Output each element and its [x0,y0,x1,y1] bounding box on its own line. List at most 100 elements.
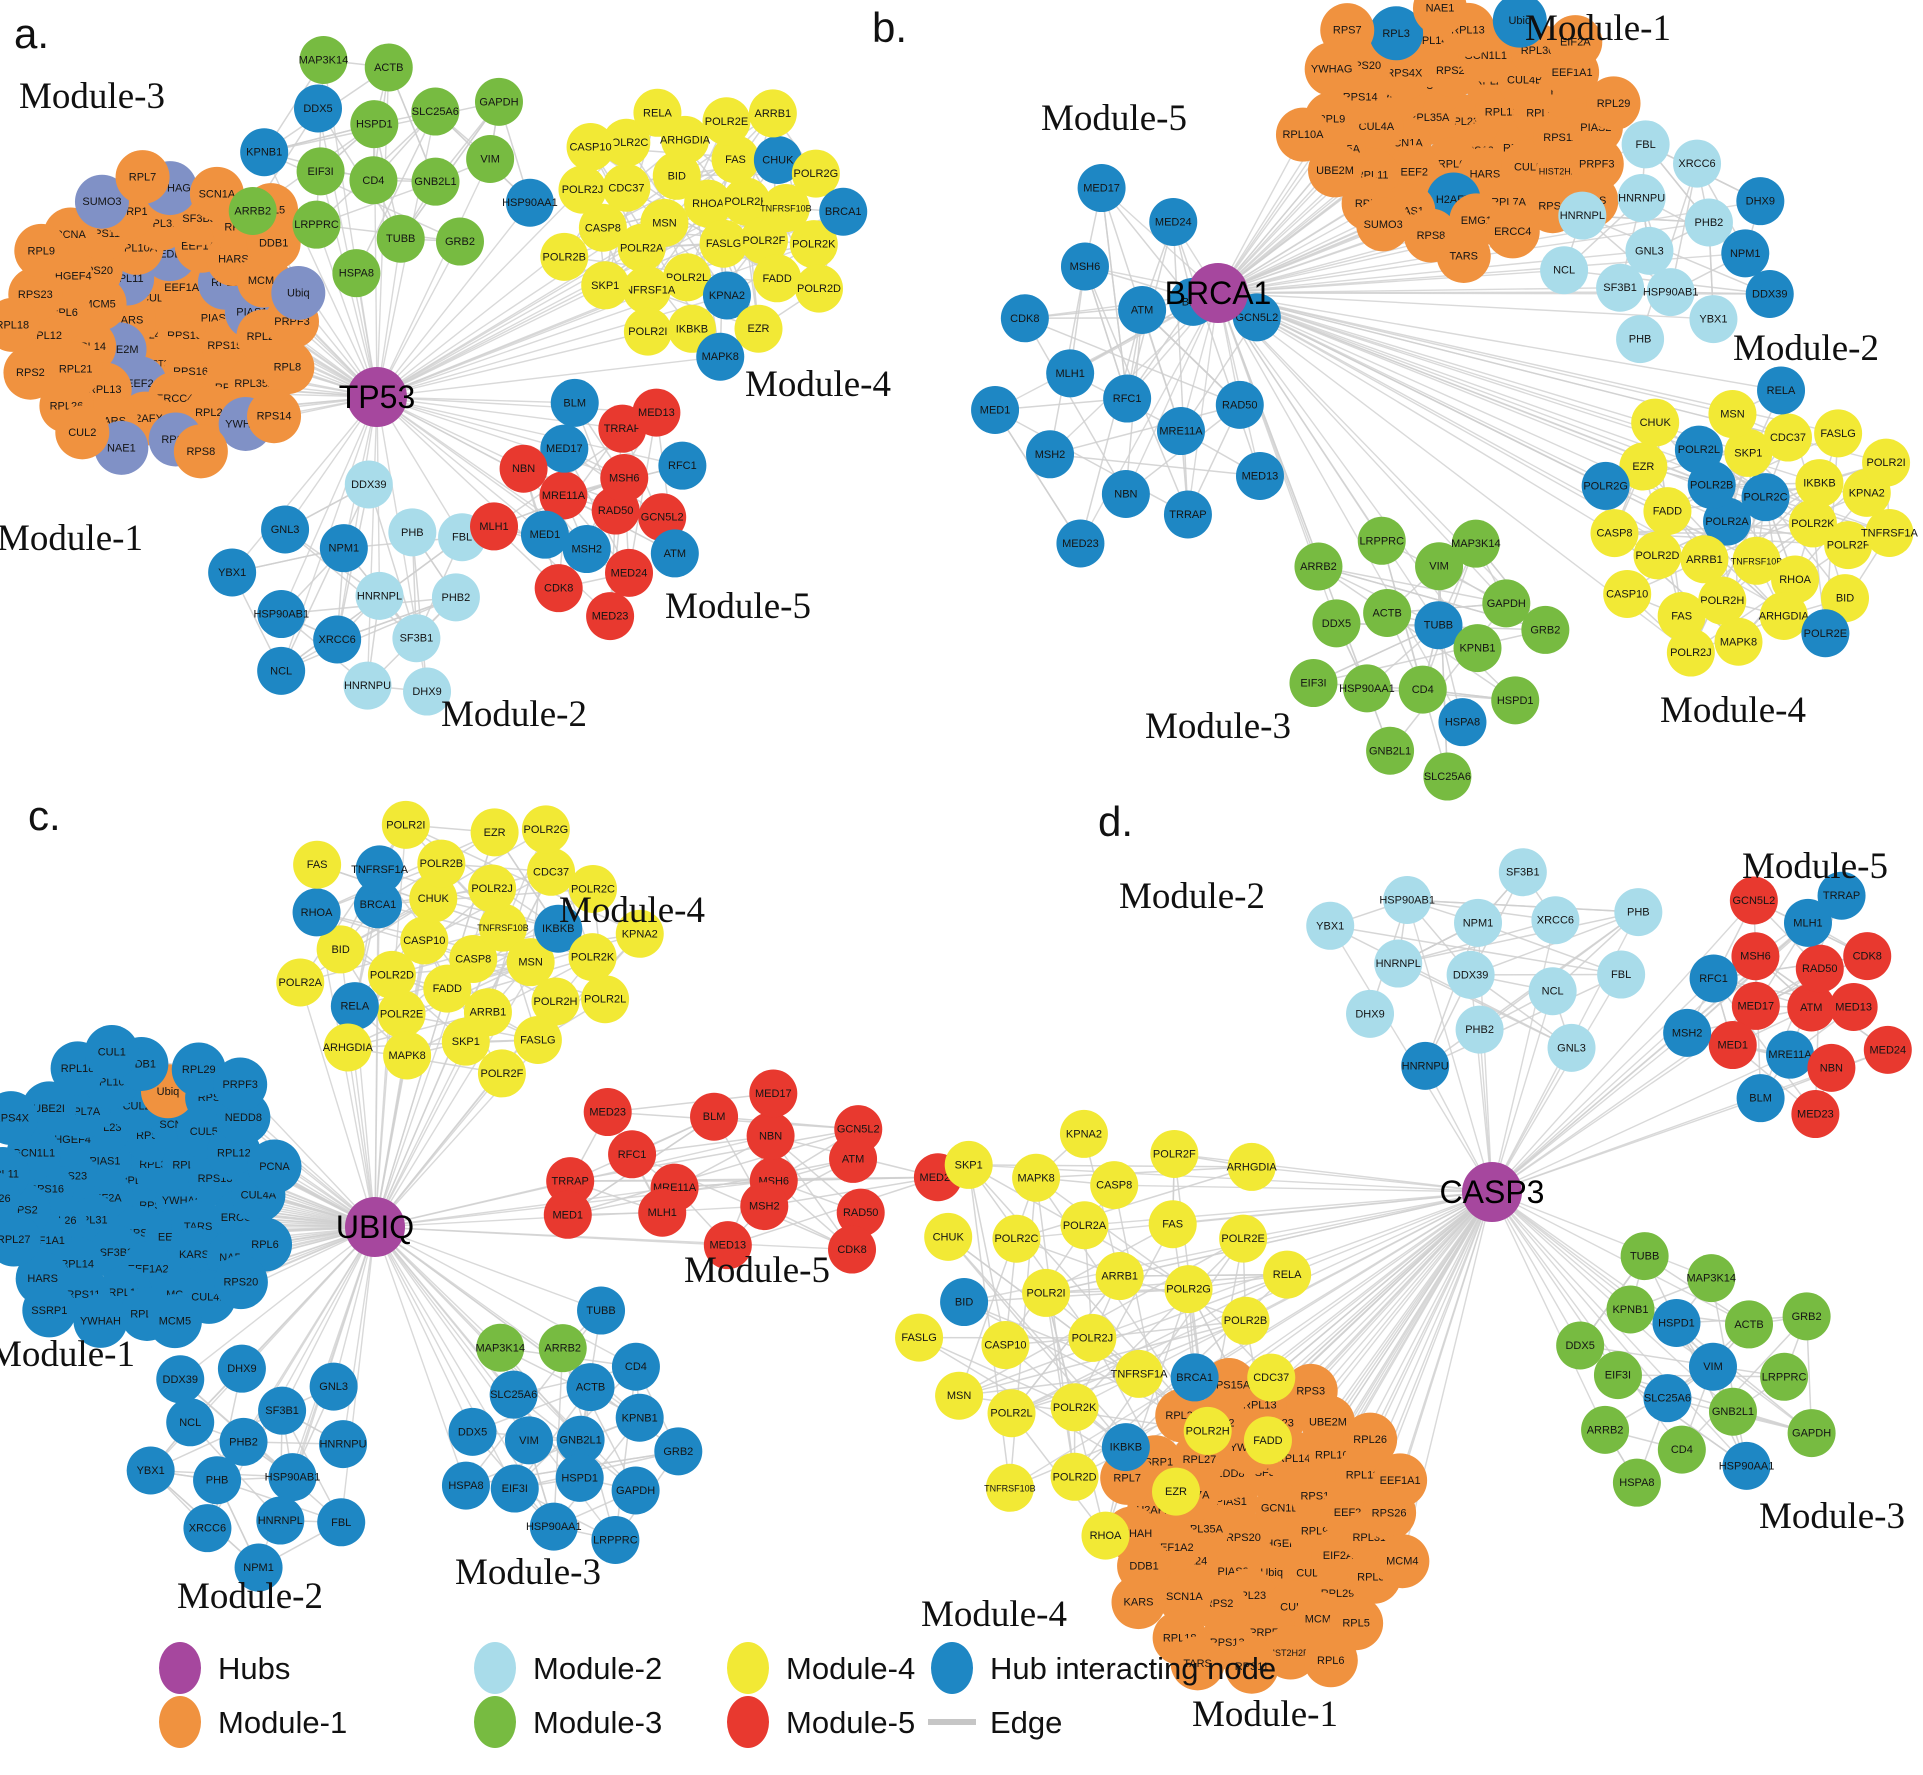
node-xrcc6 [313,615,362,664]
edge [1024,317,1241,406]
node-label-fadd: FADD [1253,1435,1282,1447]
hub-node-brca1 [1188,263,1248,323]
node-gnb2l1 [1366,726,1415,775]
node-label-hnrnpl: HNRNPL [258,1515,303,1527]
node-gapdh [611,1466,660,1515]
node-label-rfc1: RFC1 [618,1149,647,1161]
node-med17 [1731,981,1780,1030]
node-kpnb1 [1606,1285,1655,1334]
panel-letter-brca1: b. [872,4,907,51]
node-hnrnpu [1617,174,1666,223]
node-label-ddb1: DDB1 [1129,1560,1158,1572]
node-label-polr2j: POLR2J [1670,647,1712,659]
node-label-rps14: RPS14 [1343,91,1378,103]
node-label-faslg: FASLG [1820,428,1855,440]
node-label-arhgdia: ARHGDIA [1759,610,1810,622]
node-label-rhoa: RHOA [301,907,333,919]
node-label-brca1: BRCA1 [825,206,862,218]
node-label-cdk8: CDK8 [1853,951,1882,963]
node-eif3i [296,147,345,196]
node-label-rps4x: RPS4X [1386,68,1423,80]
node-label-vim: VIM [1703,1361,1723,1373]
node-label-casp8: CASP8 [1596,528,1632,540]
node-gapdh [474,77,523,126]
node-label-polr2e: POLR2E [1221,1233,1264,1245]
hub-edge [1217,292,1700,451]
node-mlh1 [1046,349,1095,398]
node-label-arhgdia: ARHGDIA [323,1042,374,1054]
module-label-module-2-brca1: Module-2 [1733,328,1879,369]
node-polr2h [531,977,580,1026]
node-kpna2 [1059,1109,1108,1158]
node-lrpprc [591,1515,640,1564]
node-label-polr2h: POLR2H [533,996,577,1008]
module-label-module-3-tp53: Module-3 [19,76,165,117]
node-tnfrsf1a [1115,1349,1164,1398]
node-pcna [247,1139,302,1194]
node-fadd [1643,487,1692,536]
node-fadd [753,254,802,303]
hub-edge [1491,1191,1750,1326]
node-label-hnrnpl: HNRNPL [357,590,402,602]
node-label-kpnb1: KPNB1 [1459,643,1495,655]
node-label-ybx1: YBX1 [218,567,246,579]
node-label-hars: HARS [27,1273,58,1285]
node-label-trrap: TRRAP [552,1176,589,1188]
node-arrb1 [748,89,797,138]
node-label-arhgdia: ARHGDIA [660,134,711,146]
node-label-map3k14: MAP3K14 [1451,538,1501,550]
node-eif3i [1289,659,1338,708]
node-polr2h [1698,576,1747,625]
hub-edge [1125,292,1219,495]
node-cdk8 [828,1225,877,1274]
hub-edge [1286,1191,1493,1276]
node-label-rps26: RPS26 [1372,1507,1407,1519]
node-label-tnfrsf1a: TNFRSF1A [1111,1368,1169,1380]
module-label-module-4-tp53: Module-4 [745,364,891,405]
node-rad50 [836,1188,885,1237]
node-faslg [895,1313,944,1362]
node-fbl [1621,120,1670,169]
node-label-polr2h: POLR2H [1700,595,1744,607]
hub-edge [281,1226,376,1411]
node-ybx1 [1306,901,1355,950]
node-label-brca1: BRCA1 [1176,1372,1213,1384]
hub-edge [1491,1032,1688,1193]
module-label-module-4-ubiq: Module-4 [559,890,705,931]
module-label-module-4-brca1: Module-4 [1660,690,1806,731]
node-label-ikbkb: IKBKB [1110,1442,1142,1454]
node-label-polr2b: POLR2B [420,858,463,870]
node-ddx5 [294,84,343,133]
edge [958,1177,1037,1396]
node-cul1 [84,1025,139,1080]
node-label-rpl13: RPL13 [88,384,122,396]
edge [1424,922,1479,1067]
node-arrb1 [1095,1252,1144,1301]
node-gnb2l1 [556,1415,605,1464]
node-dhx9 [403,667,452,716]
node-label-phb2: PHB2 [442,592,471,604]
node-label-dhx9: DHX9 [1355,1008,1384,1020]
node-med23 [583,1088,632,1137]
node-med1 [971,385,1020,434]
node-label-trrap: TRRAP [604,423,641,435]
node-med23 [1056,519,1105,568]
node-label-rps3: RPS3 [1296,1385,1325,1397]
hub-edge [179,1226,376,1380]
node-brca1 [1170,1353,1219,1402]
node-actb [364,43,413,92]
node-label-polr2e: POLR2E [380,1008,423,1020]
node-label-polr2j: POLR2J [562,184,604,196]
node-ercc4 [1485,204,1540,259]
node-label-rpl29: RPL29 [1597,98,1631,110]
edge [567,1158,854,1216]
hub-node-tp53 [347,367,407,427]
node-label-gcn5l2: GCN5L2 [641,512,684,524]
hub-edge [374,1226,853,1251]
node-sf3b1 [392,614,441,663]
node-label-polr2k: POLR2K [792,239,836,251]
node-label-ncl: NCL [1542,986,1564,998]
node-map3k14 [299,36,348,85]
node-polr2i [381,800,430,849]
node-label-rpl26: RPL26 [1353,1434,1387,1446]
